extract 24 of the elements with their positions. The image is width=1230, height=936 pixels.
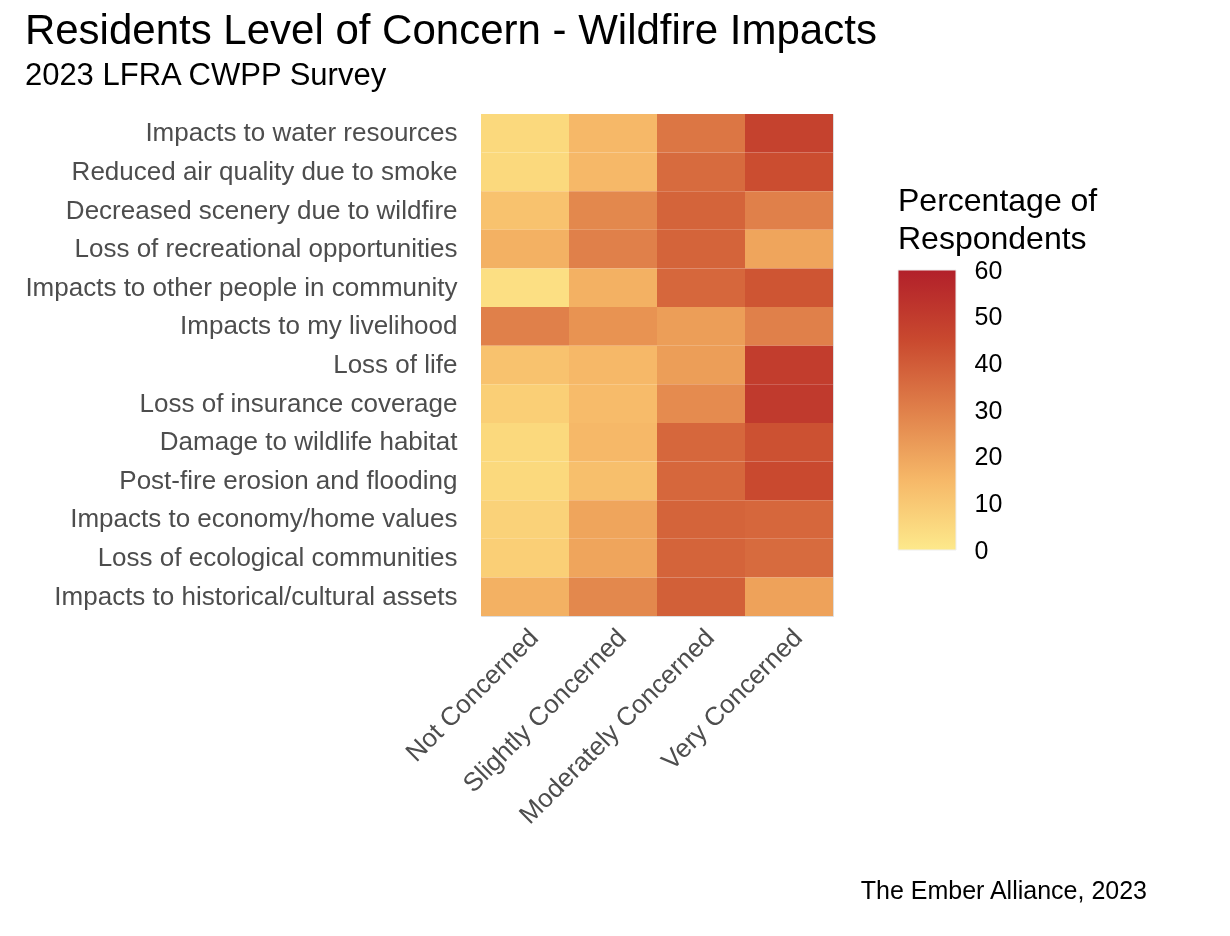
- y-tick-label: Loss of insurance coverage: [139, 387, 458, 418]
- color-bar-label: 10: [974, 488, 1003, 517]
- color-bar-label: 30: [974, 395, 1003, 424]
- y-tick-label: Loss of recreational opportunities: [74, 233, 458, 264]
- y-tick-label: Impacts to water resources: [145, 117, 458, 148]
- y-tick-label: Damage to wildlife habitat: [159, 426, 459, 457]
- text: 2023 LFRA CWPP Survey: [24, 57, 387, 92]
- chart-title: Residents Level of Concern - Wildfire Impacts: [24, 6, 877, 53]
- y-tick-label: Impacts to my livelihood: [180, 310, 458, 341]
- color-bar-label: 50: [974, 302, 1003, 331]
- y-tick-label: Impacts to economy/home values: [70, 503, 458, 534]
- y-tick-label: Post-fire erosion and flooding: [119, 464, 458, 495]
- text: The Ember Alliance, 2023: [860, 876, 1147, 904]
- color-bar-label: 40: [974, 348, 1003, 377]
- color-bar-title: Percentage of Respondents: [898, 182, 1098, 256]
- y-tick-label: Decreased scenery due to wildfire: [65, 194, 458, 225]
- y-tick-label: Loss of ecological communities: [97, 542, 458, 573]
- color-bar-label: 0: [974, 535, 989, 564]
- y-tick-label: Impacts to historical/cultural assets: [54, 580, 458, 611]
- y-tick-label: Impacts to other people in community: [25, 271, 458, 302]
- y-tick-label: Loss of life: [333, 349, 458, 379]
- color-bar-label: 60: [974, 255, 1003, 284]
- color-bar-label: 20: [974, 442, 1003, 471]
- y-tick-label: Reduced air quality due to smoke: [71, 155, 458, 186]
